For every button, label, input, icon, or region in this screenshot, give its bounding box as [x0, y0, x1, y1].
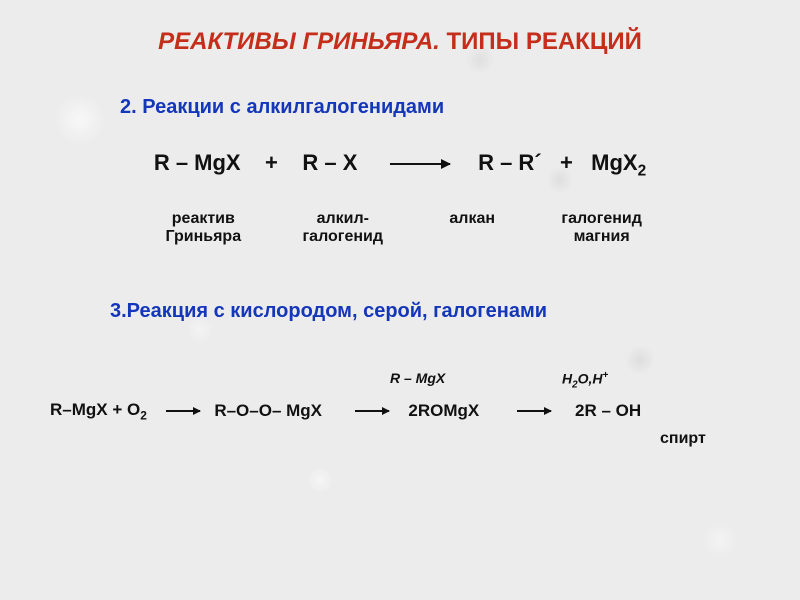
ov2-d: +: [602, 370, 608, 381]
section1-heading: 2. Реакции с алкилгалогенидами: [120, 96, 444, 119]
reaction-arrow-icon: [517, 410, 551, 412]
eq1-lhs2: R – X: [302, 150, 357, 175]
eq2-seg1: R–MgX + O2: [50, 400, 147, 422]
label-c1-l1: реактив: [172, 210, 235, 228]
reaction-arrow-icon: [166, 410, 200, 412]
eq2-seg4: 2R – OH: [575, 401, 641, 421]
eq2-seg2: R–O–O– MgX: [214, 401, 322, 421]
eq2-seg3: 2ROMgX: [408, 401, 479, 421]
over-label-1: R – MgX: [390, 370, 445, 386]
label-c1-l2: Гриньяра: [166, 228, 242, 246]
title-part1: РЕАКТИВЫ ГРИНЬЯРА.: [158, 28, 440, 55]
title-part2: ТИПЫ РЕАКЦИЙ: [440, 28, 642, 55]
label-mghalide: галогенид магния: [537, 210, 667, 246]
label-c3-l1: алкан: [449, 210, 495, 228]
eq1-rhs2-sub: 2: [638, 162, 647, 179]
equation-2-underlabel: спирт: [660, 430, 706, 448]
eq2-seg1-text: R–MgX + O: [50, 400, 140, 419]
label-c2-l1: алкил-: [317, 210, 369, 228]
label-c4-l2: магния: [574, 228, 630, 246]
slide-title: РЕАКТИВЫ ГРИНЬЯРА. ТИПЫ РЕАКЦИЙ: [0, 28, 800, 56]
label-c4-l1: галогенид: [561, 210, 642, 228]
reaction-arrow-icon: [355, 410, 389, 412]
ov2-c: O,H: [578, 371, 603, 387]
equation-1: R – MgX + R – X R – R´ + MgX2: [0, 150, 800, 180]
label-alkane: алкан: [412, 210, 532, 246]
eq1-rhs2-base: MgX: [591, 150, 637, 175]
label-alkyl: алкил- галогенид: [278, 210, 408, 246]
eq1-rhs1: R – R´: [478, 150, 542, 175]
section2-heading: 3.Реакция с кислородом, серой, галогенам…: [110, 300, 547, 323]
ov2-a: H: [562, 371, 572, 387]
label-reactive: реактив Гриньяра: [133, 210, 273, 246]
eq1-rhs2: MgX2: [591, 150, 646, 175]
eq1-lhs1: R – MgX: [154, 150, 241, 175]
equation-2: R–MgX + O2 R–O–O– MgX 2ROMgX 2R – OH: [50, 400, 770, 422]
over-label-2: H2O,H+: [562, 370, 608, 390]
equation-1-labels: реактив Гриньяра алкил- галогенид алкан …: [0, 210, 800, 246]
reaction-arrow-icon: [390, 163, 450, 165]
eq2-seg1-sub: 2: [140, 408, 147, 422]
label-c2-l2: галогенид: [303, 228, 384, 246]
